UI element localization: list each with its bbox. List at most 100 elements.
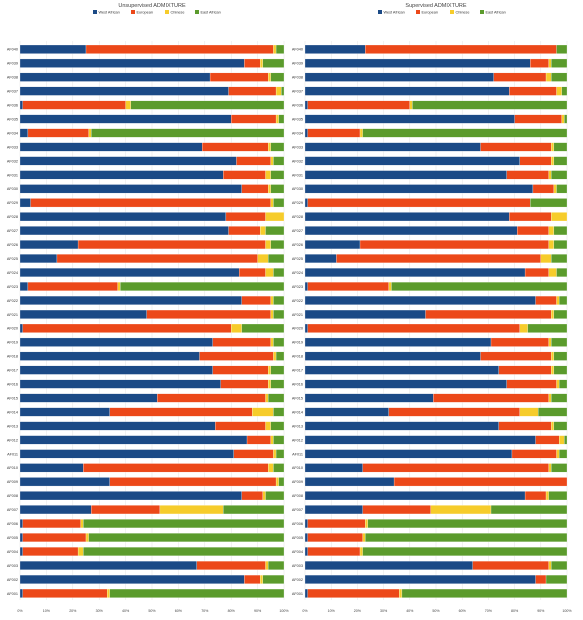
bar-segment-chinese [85, 533, 89, 542]
bar-row: AF030 [292, 184, 568, 194]
legend-entry: East African [195, 10, 221, 15]
x-tick-label: 10% [43, 609, 51, 613]
bar-segment-european [532, 184, 555, 194]
bar-segment-european [225, 212, 266, 222]
bar-segment-european [393, 477, 568, 487]
bar-segment-east-african [273, 337, 285, 347]
bar-segment-west-african [304, 588, 308, 598]
category-label: AF033 [292, 145, 303, 149]
bar-segment-european [307, 519, 366, 529]
bar-segment-chinese [540, 254, 552, 263]
category-label: AF028 [292, 215, 303, 219]
category-label: AF026 [7, 243, 18, 247]
legend-swatch [416, 10, 420, 14]
bar-segment-west-african [304, 533, 308, 542]
bar-segment-european [530, 58, 549, 68]
bar-segment-east-african [83, 547, 285, 556]
bar-segment-european [524, 491, 547, 501]
bar-segment-chinese [260, 574, 264, 584]
bar-segment-east-african [273, 407, 285, 417]
bar-segment-west-african [304, 505, 363, 515]
bar-segment-european [212, 365, 269, 375]
bar-row: AF003 [7, 561, 285, 570]
bar-segment-west-african [19, 505, 92, 515]
bar-segment-chinese [268, 184, 271, 194]
bar-segment-east-african [556, 184, 568, 194]
bar-row: AF025 [7, 254, 285, 263]
x-tick-label: 30% [96, 609, 104, 613]
bar-segment-west-african [304, 463, 363, 473]
category-label: AF038 [7, 76, 18, 80]
bar-segment-european [157, 393, 266, 403]
bar-segment-east-african [559, 295, 568, 305]
bar-row: AF026 [292, 240, 568, 250]
bar-segment-east-african [275, 44, 285, 54]
category-label: AF027 [7, 229, 18, 233]
bar-segment-west-african [304, 491, 526, 501]
bar-segment-chinese [159, 505, 224, 515]
bar-segment-west-african [19, 170, 224, 180]
category-label: AF030 [292, 187, 303, 191]
bar-row: AF022 [7, 295, 285, 305]
bar-segment-west-african [304, 477, 395, 487]
bar-row: AF033 [7, 142, 285, 152]
bar-segment-west-african [304, 379, 507, 389]
bar-segment-european [231, 114, 277, 124]
bar-segment-chinese [548, 268, 557, 277]
bar-row: AF037 [292, 86, 568, 96]
bar-row: AF012 [292, 435, 568, 445]
category-label: AF004 [7, 550, 18, 554]
bar-segment-chinese [556, 86, 562, 96]
bar-segment-european [30, 198, 271, 208]
bar-segment-west-african [304, 435, 536, 445]
bar-segment-west-african [304, 254, 337, 263]
bar-segment-west-african [304, 323, 308, 333]
bar-row: AF011 [292, 449, 568, 459]
bar-segment-east-african [553, 351, 568, 361]
bar-row: AF033 [292, 142, 568, 152]
legend-entry: European [131, 10, 153, 15]
category-label: AF031 [7, 173, 18, 177]
bar-segment-east-african [551, 561, 568, 570]
bar-segment-west-african [304, 184, 534, 194]
bar-segment-west-african [19, 282, 29, 291]
bar-segment-chinese [270, 198, 274, 208]
bar-segment-east-african [553, 309, 568, 319]
bar-segment-east-african [545, 574, 568, 584]
bar-segment-east-african [268, 561, 285, 570]
category-label: AF031 [292, 173, 303, 177]
bar-segment-chinese [365, 519, 369, 529]
bar-segment-european [307, 547, 361, 556]
bar-segment-east-african [362, 128, 568, 138]
bar-row: AF024 [292, 268, 568, 277]
bar-row: AF037 [7, 86, 285, 96]
bar-row: AF016 [7, 379, 285, 389]
category-label: AF033 [7, 145, 18, 149]
bar-segment-chinese [262, 491, 266, 501]
bar-segment-east-african [265, 491, 285, 501]
category-label: AF018 [292, 355, 303, 359]
bar-row: AF030 [7, 184, 285, 194]
bar-segment-european [433, 393, 549, 403]
bar-segment-chinese [553, 184, 557, 194]
bar-segment-east-african [551, 337, 568, 347]
category-label: AF010 [292, 466, 303, 470]
bar-segment-west-african [19, 588, 23, 598]
bar-segment-chinese [548, 226, 555, 236]
category-label: AF034 [7, 131, 18, 135]
bar-row: AF020 [292, 323, 568, 333]
bar-segment-chinese [270, 435, 274, 445]
bar-segment-chinese [268, 142, 271, 152]
bar-segment-european [22, 588, 108, 598]
bar-segment-chinese [270, 295, 274, 305]
bar-row: AF006 [7, 519, 285, 529]
bar-segment-east-african [270, 72, 285, 82]
bar-segment-east-african [553, 156, 568, 166]
bar-segment-west-african [19, 128, 29, 138]
bar-segment-west-african [304, 295, 536, 305]
bar-segment-chinese [545, 72, 552, 82]
bar-segment-european [506, 379, 557, 389]
bar-segment-european [202, 142, 269, 152]
bar-segment-chinese [273, 44, 277, 54]
category-label: AF027 [292, 229, 303, 233]
